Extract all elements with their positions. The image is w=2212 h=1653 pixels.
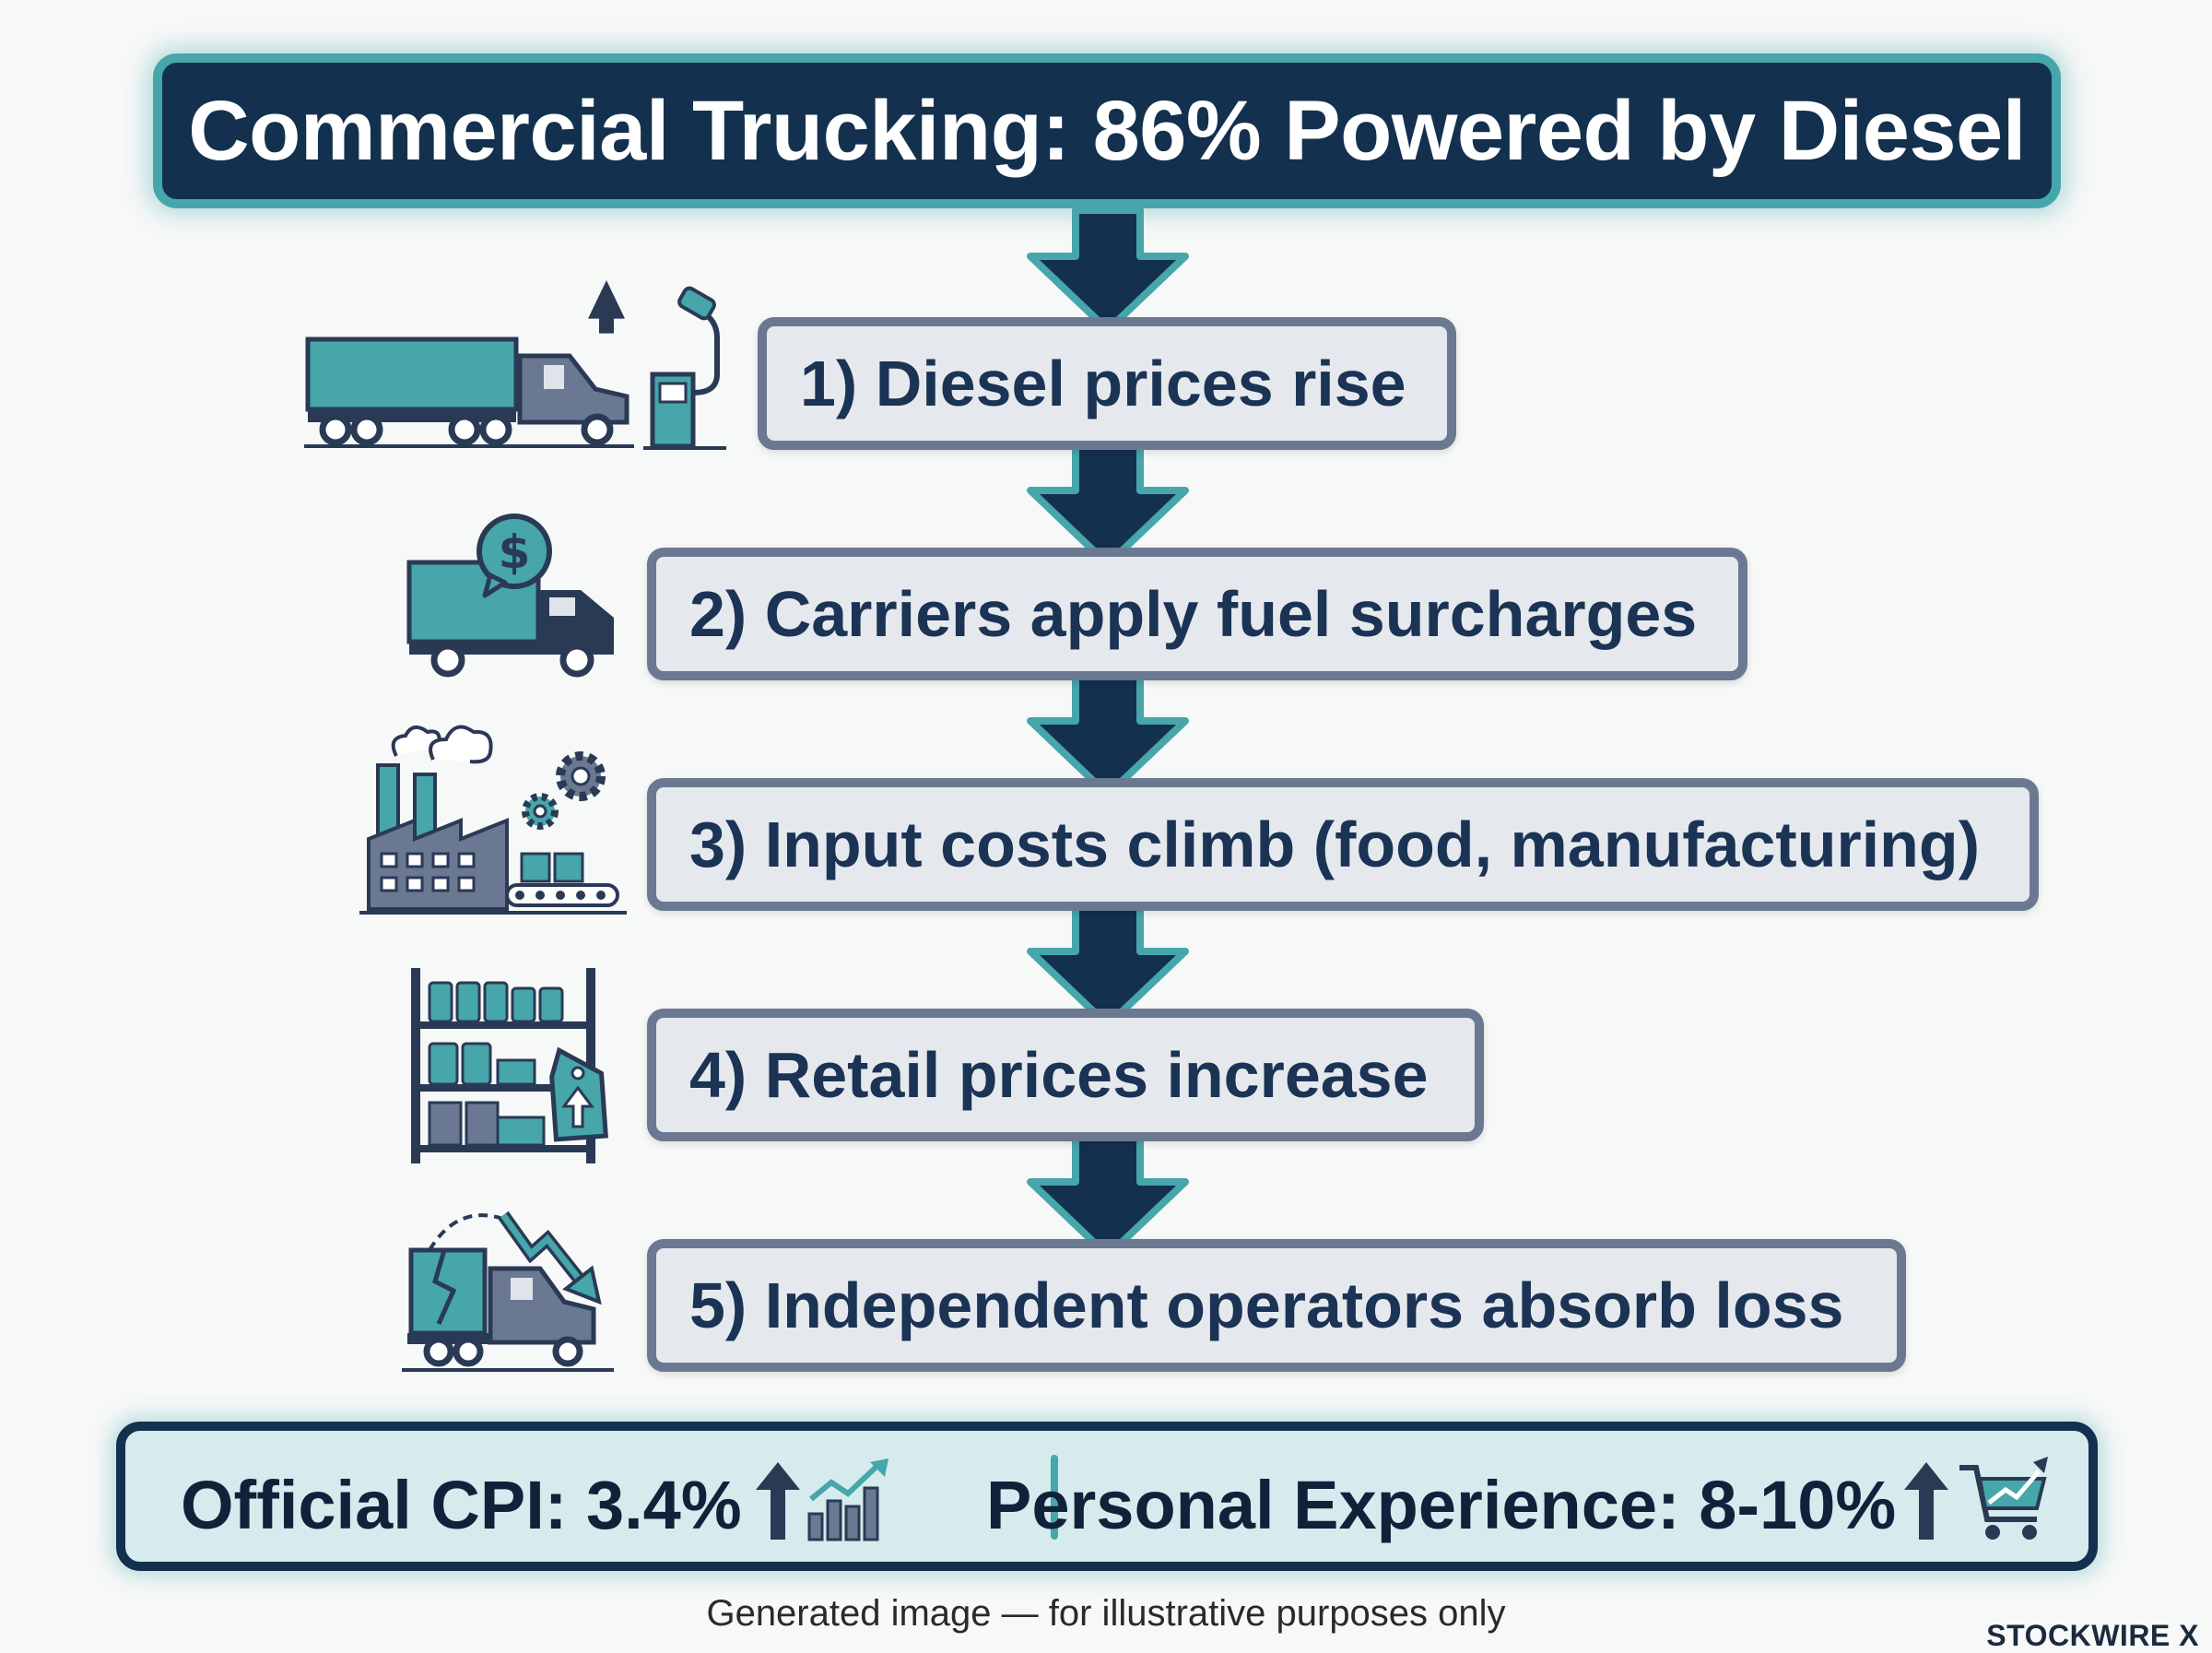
step-2-box: 2) Carriers apply fuel surcharges (647, 548, 1747, 680)
brand-logo: STOCKWIRE X (1986, 1619, 2199, 1652)
step-1-label: 1) Diesel prices rise (800, 348, 1406, 419)
truck-declining-arrow-icon (402, 1210, 614, 1372)
svg-text:$: $ (499, 525, 531, 579)
down-arrow-4 (1027, 902, 1189, 1029)
rising-bar-chart-icon (807, 1458, 888, 1541)
official-cpi-text: Official CPI: 3.4% (181, 1467, 742, 1543)
step-1-box: 1) Diesel prices rise (758, 317, 1456, 450)
page-title: Commercial Trucking: 86% Powered by Dies… (188, 83, 2026, 178)
down-arrow-2 (1027, 441, 1189, 568)
store-shelves-price-tag-icon (411, 968, 608, 1163)
truck-fuel-pump-icon (304, 280, 726, 450)
step-5-box: 5) Independent operators absorb loss (647, 1239, 1906, 1372)
step-3-box: 3) Input costs climb (food, manufacturin… (647, 778, 2039, 911)
step-2-label: 2) Carriers apply fuel surcharges (689, 578, 1698, 650)
title-banner: Commercial Trucking: 86% Powered by Dies… (153, 53, 2061, 208)
personal-experience-text: Personal Experience: 8-10% (986, 1467, 1897, 1543)
step-4-box: 4) Retail prices increase (647, 1009, 1484, 1141)
up-arrow-icon (756, 1462, 800, 1540)
summary-divider (1051, 1455, 1058, 1540)
step-5-label: 5) Independent operators absorb loss (689, 1269, 1844, 1341)
factory-gears-icon (359, 725, 627, 915)
down-arrow-1 (1027, 207, 1189, 334)
down-arrow-3 (1027, 671, 1189, 798)
step-4-label: 4) Retail prices increase (689, 1039, 1429, 1111)
delivery-truck-dollar-icon: $ (406, 514, 614, 678)
summary-bar: Official CPI: 3.4% Personal Experience: … (116, 1422, 2098, 1571)
footnote: Generated image — for illustrative purpo… (706, 1593, 1506, 1634)
up-arrow-icon (1904, 1462, 1948, 1540)
step-3-label: 3) Input costs climb (food, manufacturin… (689, 809, 1980, 880)
shopping-cart-rising-icon (1959, 1457, 2048, 1540)
down-arrow-5 (1027, 1132, 1189, 1259)
